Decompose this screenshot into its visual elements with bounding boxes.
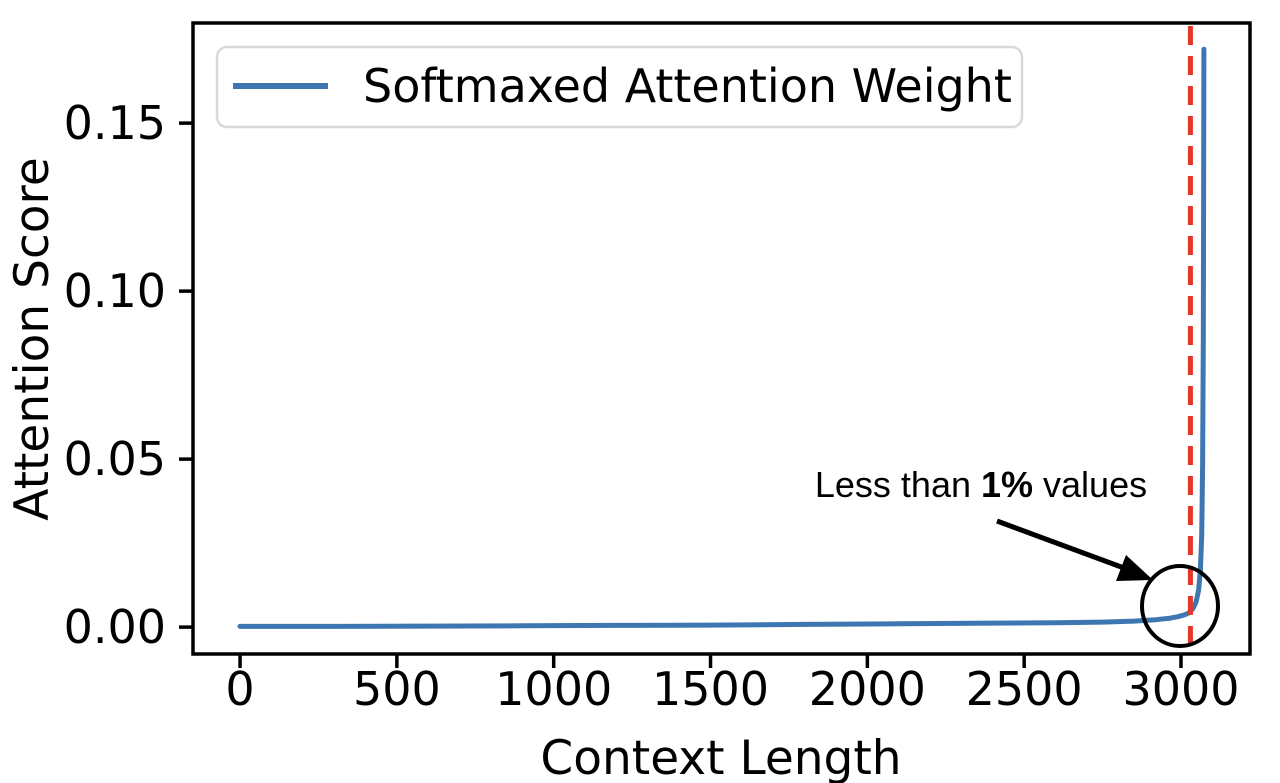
legend-label: Softmaxed Attention Weight <box>363 59 1012 113</box>
x-tick-label: 1000 <box>495 662 612 716</box>
y-tick-label: 0.15 <box>64 96 166 150</box>
legend: Softmaxed Attention Weight <box>215 45 1024 129</box>
series-line <box>237 46 1207 629</box>
y-axis-ticks: 0.00 0.05 0.10 0.15 <box>64 96 193 654</box>
x-axis-ticks: 0 500 1000 1500 2000 2500 3000 <box>225 654 1240 716</box>
y-tick-label: 0.10 <box>64 264 166 318</box>
annotation-circle <box>1140 564 1220 648</box>
annotation-text-bold: 1% <box>981 464 1033 505</box>
plot-border <box>191 21 1252 656</box>
x-tick-label: 3000 <box>1122 662 1239 716</box>
x-tick-label: 1500 <box>652 662 769 716</box>
annotation-group: Less than 1% values <box>815 464 1220 648</box>
legend-box <box>215 45 1024 129</box>
y-axis-label: Attention Score <box>5 157 60 521</box>
annotation-arrow-shaft <box>996 518 1125 571</box>
annotation-arrow-head <box>1116 555 1153 581</box>
x-tick-label: 0 <box>225 662 254 716</box>
x-tick-label: 2000 <box>809 662 926 716</box>
x-axis-label: Context Length <box>540 731 901 783</box>
y-tick-label: 0.05 <box>64 432 166 486</box>
y-tick-label: 0.00 <box>64 600 166 654</box>
x-tick-label: 500 <box>353 662 441 716</box>
annotation-text-part1: Less than <box>815 464 981 505</box>
annotation-text-part2: values <box>1033 464 1147 505</box>
annotation-text: Less than 1% values <box>815 464 1147 505</box>
x-tick-label: 2500 <box>966 662 1083 716</box>
